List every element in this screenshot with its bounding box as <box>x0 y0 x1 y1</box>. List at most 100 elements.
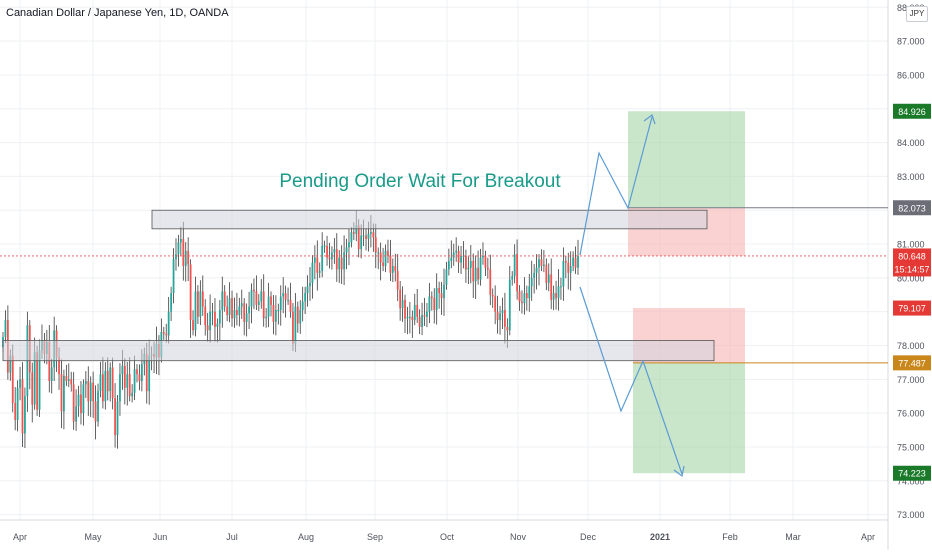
y-tick-label: 76.000 <box>897 409 925 419</box>
candle-body <box>518 291 521 302</box>
candle-body <box>206 325 209 331</box>
candle-body <box>530 277 533 287</box>
candle-body <box>450 257 453 261</box>
candle-body <box>399 289 402 309</box>
candle-body <box>384 250 387 267</box>
bullish-projection-arrow <box>579 116 653 256</box>
y-tick-label: 81.000 <box>897 240 925 250</box>
candle-body <box>272 304 275 322</box>
candle-body <box>240 303 243 307</box>
candle-body <box>4 320 7 338</box>
price-label-entry: 77.487 <box>898 358 926 368</box>
candle-body <box>516 254 518 292</box>
candle-body <box>111 367 114 398</box>
candle-body <box>428 296 431 312</box>
candle-body <box>257 301 260 305</box>
candle-body <box>194 291 197 331</box>
candle-body <box>104 370 107 402</box>
candle-body <box>538 259 540 268</box>
candle-body <box>560 286 562 288</box>
candle-body <box>167 311 170 336</box>
candle-body <box>89 382 92 402</box>
candle-body <box>235 309 238 316</box>
candle-body <box>504 309 506 327</box>
y-tick-label: 86.000 <box>897 70 925 80</box>
candle-body <box>248 306 250 314</box>
price-label-countdown: 15:14:57 <box>894 264 929 274</box>
candle-body <box>404 299 406 319</box>
y-tick-label: 83.000 <box>897 172 925 182</box>
candle-body <box>136 369 138 375</box>
candle-body <box>187 250 190 265</box>
x-tick-label: Feb <box>722 532 738 542</box>
candle-body <box>209 311 211 331</box>
candle-body <box>50 367 53 382</box>
price-label-stop: 79.107 <box>898 304 926 314</box>
candle-body <box>555 293 557 299</box>
candle-body <box>457 250 460 263</box>
candle-body <box>348 242 350 248</box>
annotation-text: Pending Order Wait For Breakout <box>279 171 561 192</box>
candle-body <box>401 299 404 309</box>
y-tick-label: 75.000 <box>897 442 925 452</box>
price-label-badge <box>893 103 931 119</box>
candle-body <box>367 233 370 239</box>
candle-body <box>547 274 550 283</box>
candle-body <box>411 316 414 321</box>
candle-body <box>445 269 448 285</box>
candle-body <box>11 355 14 403</box>
candle-body <box>311 262 314 283</box>
candle-body <box>16 387 19 420</box>
candle-body <box>84 381 87 385</box>
candle-body <box>572 257 575 267</box>
candle-body <box>521 301 523 304</box>
candle-body <box>562 260 565 287</box>
candle-body <box>396 271 399 290</box>
candle-body <box>535 267 538 273</box>
candle-body <box>233 309 236 319</box>
candle-body <box>175 254 177 260</box>
candle-body <box>216 323 219 327</box>
candle-body <box>340 257 343 270</box>
candle-body <box>287 299 289 301</box>
candle-body <box>489 269 492 295</box>
candle-body <box>226 306 229 316</box>
price-label-entry: 82.073 <box>898 203 926 213</box>
candle-body <box>255 291 258 305</box>
candle-body <box>304 293 307 302</box>
candle-body <box>250 289 253 307</box>
x-tick-label: Oct <box>440 532 455 542</box>
candle-body <box>338 257 341 270</box>
candle-body <box>199 291 202 317</box>
candle-body <box>542 264 545 267</box>
candle-body <box>331 252 333 260</box>
candle-body <box>72 384 75 422</box>
zone-support <box>2 340 715 362</box>
candle-body <box>292 311 294 344</box>
candle-body <box>75 406 77 422</box>
candle-body <box>19 379 21 388</box>
candle-body <box>472 260 475 282</box>
x-tick-label: Jun <box>153 532 168 542</box>
candle-body <box>21 379 24 434</box>
candle-body <box>467 267 470 270</box>
candle-body <box>499 313 501 321</box>
candle-body <box>184 250 187 267</box>
candle-body <box>394 266 397 272</box>
candle-body <box>377 252 380 254</box>
candle-body <box>179 238 182 243</box>
candle-body <box>333 249 336 253</box>
candle-body <box>145 353 148 392</box>
candle-body <box>228 298 231 316</box>
candle-body <box>545 264 548 283</box>
candle-body <box>423 315 426 317</box>
candle-body <box>577 255 579 268</box>
x-tick-label: Jul <box>226 532 238 542</box>
candle-body <box>109 367 112 392</box>
candle-body <box>274 309 277 322</box>
symbol-title: Canadian Dollar / Japanese Yen, 1D, OAND… <box>6 7 229 19</box>
candle-body <box>523 293 526 304</box>
currency-toggle-button[interactable]: JPY <box>906 6 928 22</box>
